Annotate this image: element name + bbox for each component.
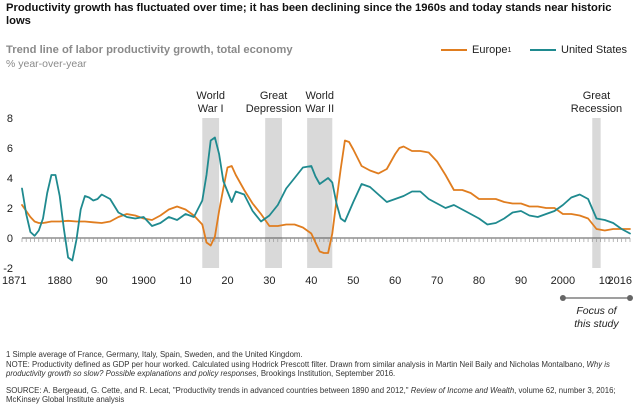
axis-labels: -2 0 2 4 6 8 1871 1880 90 1900 10 20 30 40 50 60 70 80 90 2… (2, 113, 632, 287)
y-tick-label: -2 (3, 263, 13, 275)
event-band-label: War I (198, 103, 224, 115)
chart-title: Productivity growth has fluctuated over … (6, 2, 612, 27)
x-tick-label: 2000 (551, 275, 575, 287)
focus-label: this study (574, 318, 619, 330)
y-unit-label: % year-over-year (6, 58, 87, 70)
us-swatch (530, 49, 556, 51)
chart-subtitle: Trend line of labor productivity growth,… (6, 44, 293, 56)
x-tick-label: 70 (431, 275, 443, 287)
event-band-label: Great (260, 90, 288, 102)
x-tick-label: 20 (221, 275, 233, 287)
y-tick-label: 0 (7, 233, 13, 245)
note-tail: , Brookings Institution, September 2016. (256, 369, 396, 379)
x-tick-label: 1900 (131, 275, 155, 287)
x-tick-label: 10 (599, 275, 611, 287)
legend-us: United States (530, 44, 627, 56)
event-band (202, 118, 220, 268)
y-tick-label: 8 (7, 113, 13, 125)
source-tail: , volume 62, number 3, 2016; McKinsey Gl… (6, 385, 616, 405)
focus-label: Focus of (576, 305, 617, 317)
event-band (265, 118, 282, 268)
y-tick-label: 2 (7, 203, 13, 215)
x-tick-label: 60 (389, 275, 401, 287)
x-tick-label: 90 (515, 275, 527, 287)
europe-swatch (441, 49, 467, 51)
x-tick-label: 50 (347, 275, 359, 287)
source-italic: Review of Income and Wealth (410, 385, 515, 395)
legend-europe-label: Europe (472, 44, 508, 56)
x-tick-label: 90 (96, 275, 108, 287)
x-tick-label: 1871 (2, 275, 26, 287)
focus-range-end-dot (627, 295, 633, 301)
legend-europe: Europe 1 (441, 44, 511, 56)
legend-europe-footnote-mark: 1 (507, 46, 512, 54)
event-band-label: World (196, 90, 225, 102)
note: NOTE: Productivity defined as GDP per ho… (6, 360, 634, 379)
event-band (307, 118, 333, 268)
event-band-label: World (305, 90, 334, 102)
x-tick-label: 1880 (47, 275, 71, 287)
legend-us-label: United States (561, 44, 628, 56)
x-tick-label: 10 (179, 275, 191, 287)
axes (21, 237, 631, 242)
x-tick-label: 40 (305, 275, 317, 287)
focus-range-start-dot (559, 295, 566, 301)
y-tick-label: 6 (7, 143, 13, 155)
event-band-label: Great (583, 90, 611, 102)
note-italic: Why is productivity growth so slow? Poss… (6, 359, 610, 379)
event-band-label: Recession (571, 103, 622, 115)
series-line-europe (21, 139, 631, 254)
note-lead: NOTE: Productivity defined as GDP per ho… (6, 359, 587, 369)
source-lead: SOURCE: A. Bergeaud, G. Cette, and R. Le… (6, 385, 411, 395)
y-tick-label: 4 (7, 173, 13, 185)
series-lines (21, 136, 631, 262)
x-tick-label: 30 (263, 275, 275, 287)
chart-notes: 1 Simple average of France, Germany, Ita… (6, 350, 634, 405)
x-tick-label: 80 (473, 275, 485, 287)
event-band-label: War II (305, 103, 334, 115)
event-band-label: Depression (246, 103, 302, 115)
footnote: 1 Simple average of France, Germany, Ita… (6, 350, 303, 359)
x-tick-label: 2016 (608, 275, 632, 287)
series-line-us (21, 136, 631, 262)
event-band (592, 118, 601, 268)
source: SOURCE: A. Bergeaud, G. Cette, and R. Le… (6, 386, 634, 405)
